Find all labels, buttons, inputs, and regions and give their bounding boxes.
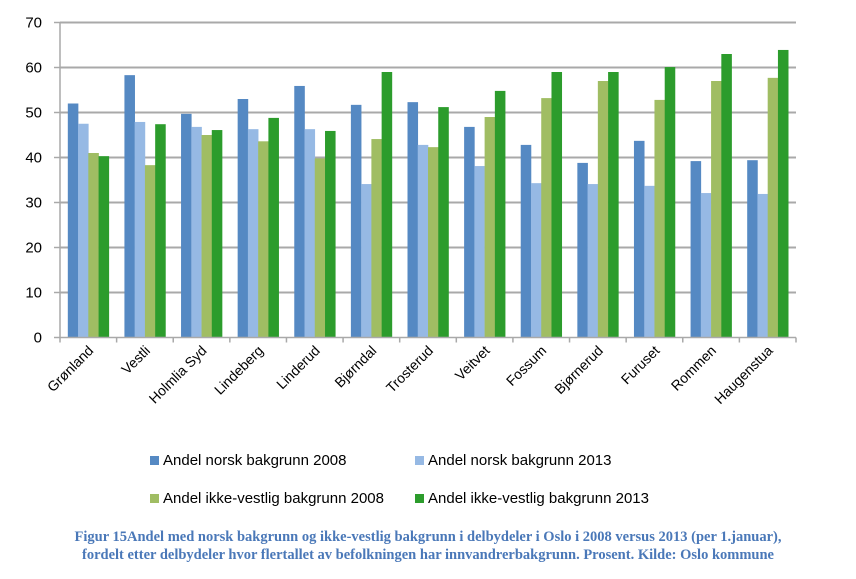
bar xyxy=(428,147,439,338)
legend-swatch xyxy=(415,494,424,503)
y-tick-label: 20 xyxy=(25,240,42,257)
legend-swatch xyxy=(415,456,424,465)
x-tick-label: Fossum xyxy=(503,342,550,389)
bar xyxy=(587,184,599,338)
y-tick-label: 70 xyxy=(25,15,42,32)
bar xyxy=(520,144,532,338)
bar xyxy=(464,126,475,338)
bar xyxy=(258,141,269,338)
bar xyxy=(201,135,213,338)
legend-item-ikke-vestlig-2008: Andel ikke-vestlig bakgrunn 2008 xyxy=(150,490,384,507)
x-tick-label: Linderud xyxy=(273,342,323,392)
bar xyxy=(654,99,666,338)
bar xyxy=(633,140,645,338)
legend-swatch xyxy=(150,456,159,465)
bar xyxy=(597,81,609,338)
bar xyxy=(247,129,259,338)
legend-label: Andel norsk bakgrunn 2008 xyxy=(163,452,347,469)
bar xyxy=(644,185,655,338)
x-tick-label: Lindeberg xyxy=(211,342,266,397)
bar xyxy=(700,193,712,338)
bar xyxy=(181,113,192,338)
bar xyxy=(325,130,336,338)
bar xyxy=(711,81,722,338)
bar xyxy=(304,129,316,338)
bar xyxy=(721,54,732,338)
legend-label: Andel norsk bakgrunn 2013 xyxy=(428,452,612,469)
bar xyxy=(78,123,89,338)
y-tick-label: 30 xyxy=(25,195,42,212)
bar xyxy=(777,49,789,338)
y-tick-label: 40 xyxy=(25,150,42,167)
bar xyxy=(350,104,362,338)
bar xyxy=(371,139,382,338)
bar xyxy=(530,183,542,338)
bar xyxy=(294,85,305,338)
bar xyxy=(361,184,372,338)
bar xyxy=(541,98,552,338)
x-tick-label: Vestli xyxy=(118,342,153,377)
bar xyxy=(268,117,279,338)
bar xyxy=(767,77,779,338)
bar xyxy=(237,99,249,338)
caption-line-1: Figur 15Andel med norsk bakgrunn og ikke… xyxy=(74,529,782,545)
bar xyxy=(484,117,496,338)
caption-line-2: fordelt etter delbydeler hvor flertallet… xyxy=(82,547,774,563)
legend-label: Andel ikke-vestlig bakgrunn 2008 xyxy=(163,490,384,507)
bar xyxy=(144,165,156,338)
legend-item-norsk-2013: Andel norsk bakgrunn 2013 xyxy=(415,452,611,469)
bar xyxy=(664,67,676,338)
y-tick-label: 0 xyxy=(34,330,42,347)
bar xyxy=(67,103,79,338)
y-tick-label: 60 xyxy=(25,60,42,77)
bar xyxy=(314,158,326,338)
bar xyxy=(608,72,619,338)
figure-caption: Figur 15Andel med norsk bakgrunn og ikke… xyxy=(0,528,856,564)
bar xyxy=(88,153,99,338)
legend-item-norsk-2008: Andel norsk bakgrunn 2008 xyxy=(150,452,346,469)
bar xyxy=(757,193,768,338)
x-tick-label: Rommen xyxy=(668,342,719,393)
x-tick-label: Trosterud xyxy=(383,342,436,395)
x-tick-label: Grønland xyxy=(44,342,97,395)
bar xyxy=(124,75,135,338)
y-tick-label: 50 xyxy=(25,105,42,122)
x-tick-label: Haugenstua xyxy=(711,342,776,407)
bar xyxy=(577,162,588,338)
bar xyxy=(211,130,223,338)
bar xyxy=(690,161,702,338)
x-tick-label: Furuset xyxy=(618,342,663,387)
x-tick-label: Veitvet xyxy=(452,342,493,383)
x-tick-label: Bjørndal xyxy=(331,342,379,390)
x-tick-label: Bjørnerud xyxy=(551,342,606,397)
y-tick-labels: 0 10 20 30 40 50 60 70 xyxy=(25,15,42,347)
x-tick-label: Holmlia Syd xyxy=(146,342,210,406)
bar xyxy=(747,160,758,338)
legend-item-ikke-vestlig-2013: Andel ikke-vestlig bakgrunn 2013 xyxy=(415,490,649,507)
bar xyxy=(191,126,202,338)
bar xyxy=(98,156,110,338)
bars xyxy=(67,49,789,338)
bar xyxy=(438,107,449,338)
bar xyxy=(407,102,419,338)
bar xyxy=(134,121,146,338)
bar xyxy=(155,124,166,338)
bar xyxy=(474,166,485,338)
bar xyxy=(551,72,563,338)
bar xyxy=(494,90,506,338)
y-tick-label: 10 xyxy=(25,285,42,302)
axes xyxy=(54,21,797,343)
bar xyxy=(381,72,393,338)
legend-swatch xyxy=(150,494,159,503)
bar xyxy=(417,144,429,338)
legend-label: Andel ikke-vestlig bakgrunn 2013 xyxy=(428,490,649,507)
